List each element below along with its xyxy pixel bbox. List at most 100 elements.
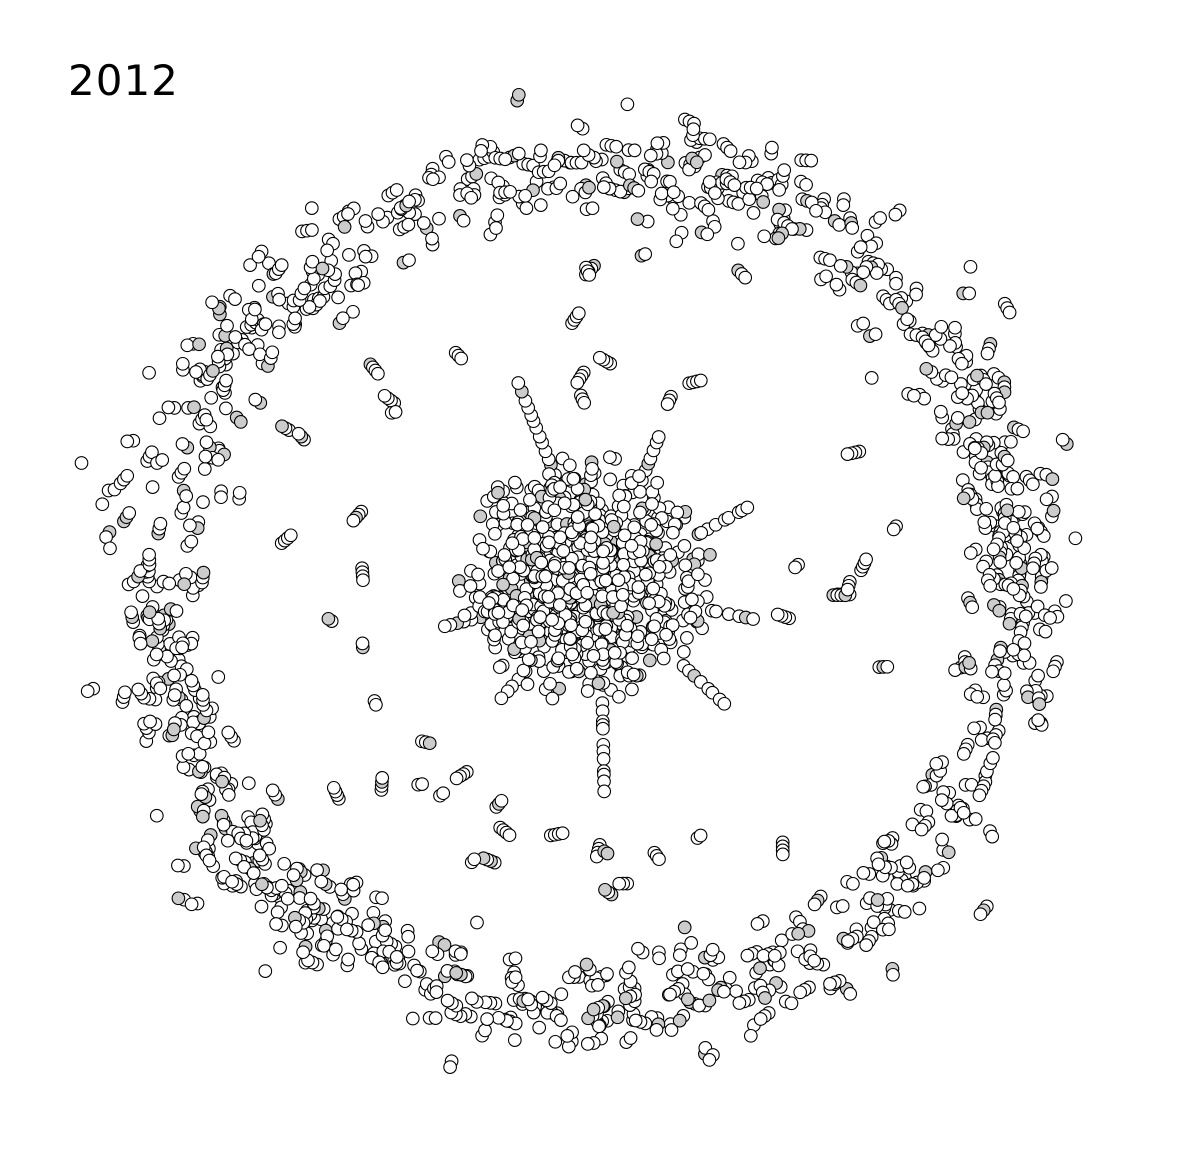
- ring-node: [886, 967, 900, 982]
- ring-node: [219, 401, 233, 416]
- ring-node: [183, 518, 197, 533]
- ring-node: [465, 991, 479, 1006]
- ring-node: [305, 223, 319, 237]
- core-node: [596, 544, 611, 559]
- component-node: [275, 419, 289, 434]
- ring-node: [320, 243, 335, 258]
- ring-node: [1011, 504, 1026, 519]
- ring-node: [696, 966, 711, 981]
- ring-node: [167, 688, 182, 702]
- ring-node: [428, 1011, 443, 1025]
- ring-node: [627, 143, 642, 158]
- ring-node: [162, 576, 177, 591]
- ring-node: [258, 964, 273, 978]
- ring-node: [917, 871, 931, 885]
- ring-node: [933, 404, 948, 419]
- ring-node: [346, 304, 360, 319]
- core-node: [551, 651, 566, 666]
- component-node: [291, 426, 306, 441]
- ring-node: [993, 555, 1008, 569]
- core-node: [676, 645, 691, 659]
- ring-node: [426, 172, 440, 187]
- ring-node: [169, 604, 184, 618]
- ring-node: [663, 987, 677, 1002]
- ring-node: [836, 198, 851, 212]
- core-node: [535, 520, 550, 534]
- ring-node: [859, 938, 874, 952]
- ring-node: [955, 386, 970, 400]
- ring-node: [753, 961, 767, 976]
- ring-node: [221, 788, 236, 802]
- core-node: [615, 587, 630, 602]
- ring-node: [664, 1023, 679, 1037]
- core-node: [515, 603, 530, 617]
- ring-node: [122, 506, 137, 520]
- ring-node: [899, 855, 914, 870]
- ring-node: [201, 725, 216, 740]
- component-node: [775, 847, 790, 862]
- ring-node: [621, 960, 636, 975]
- ring-node: [985, 664, 999, 679]
- spoke-node: [494, 691, 509, 706]
- ring-node: [103, 541, 117, 556]
- component-node: [582, 268, 597, 282]
- ring-node: [155, 453, 170, 467]
- core-node: [457, 608, 472, 623]
- core-node: [607, 646, 622, 660]
- core-node: [473, 509, 488, 524]
- ring-node: [596, 180, 611, 194]
- ring-node: [239, 833, 254, 848]
- core-node: [663, 548, 678, 562]
- ring-node: [807, 897, 822, 912]
- component-node: [571, 306, 586, 321]
- ring-node: [582, 180, 596, 195]
- ring-node: [900, 878, 915, 893]
- component-node: [326, 780, 341, 795]
- core-node: [545, 691, 560, 706]
- ring-node: [258, 317, 273, 331]
- ring-node: [980, 405, 995, 420]
- ring-node: [1006, 470, 1020, 484]
- ring-node: [503, 184, 517, 199]
- ring-node: [460, 153, 474, 167]
- ring-node: [882, 922, 896, 937]
- ring-node: [1000, 453, 1015, 468]
- ring-node: [416, 216, 431, 230]
- component-node: [377, 388, 392, 403]
- core-node: [520, 518, 535, 532]
- ring-node: [361, 918, 376, 932]
- core-node: [691, 567, 705, 582]
- ring-node: [478, 1023, 492, 1038]
- component-node: [494, 793, 509, 808]
- ring-node: [580, 1037, 595, 1051]
- ring-node: [644, 174, 659, 189]
- core-node: [513, 503, 528, 517]
- core-node: [562, 458, 577, 473]
- ring-node: [756, 948, 771, 963]
- ring-node: [219, 373, 233, 388]
- ring-node: [243, 258, 257, 272]
- core-node: [563, 631, 577, 646]
- ring-node: [233, 415, 248, 429]
- ring-node: [341, 952, 356, 967]
- central-cluster-nodes: [451, 450, 717, 706]
- ring-node: [669, 234, 684, 249]
- ring-node: [491, 1010, 506, 1025]
- ring-node: [1055, 432, 1070, 447]
- core-node: [553, 530, 568, 545]
- ring-node: [401, 944, 416, 959]
- ring-node: [225, 874, 239, 889]
- ring-node: [895, 301, 909, 315]
- ring-node: [649, 1023, 664, 1037]
- ring-node: [498, 152, 513, 167]
- ring-node: [508, 951, 523, 966]
- ring-node: [177, 577, 192, 592]
- ring-node: [931, 863, 945, 878]
- ring-node: [198, 449, 213, 464]
- core-node: [523, 492, 537, 507]
- ring-node: [490, 208, 505, 223]
- core-node: [556, 544, 571, 558]
- ring-node: [935, 431, 950, 446]
- ring-node: [1068, 531, 1083, 546]
- ring-node: [143, 714, 157, 729]
